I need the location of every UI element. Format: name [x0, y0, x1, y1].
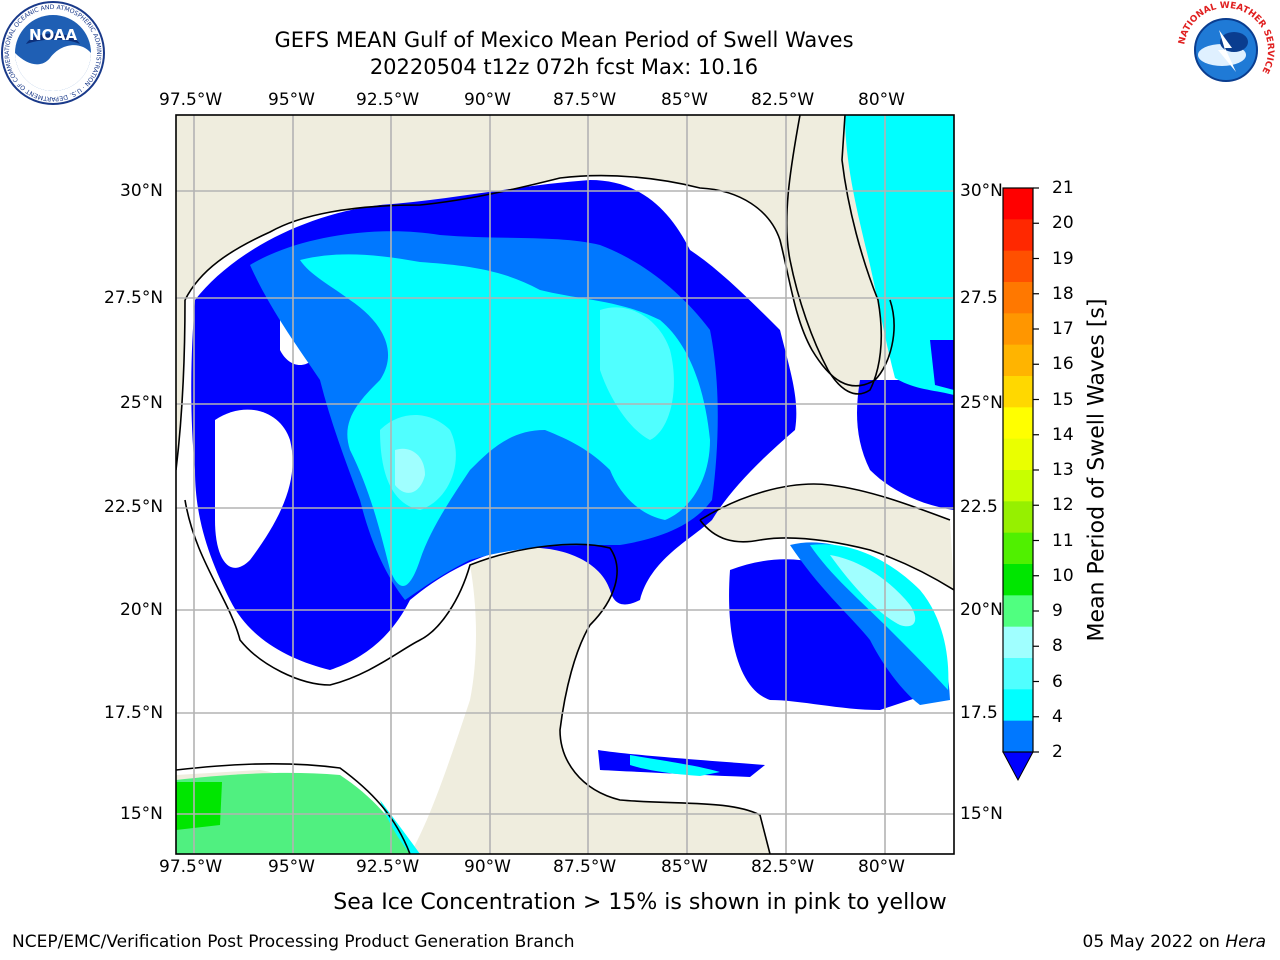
lon-label-bottom: 95°W	[268, 857, 315, 877]
lon-label-top: 80°W	[858, 90, 905, 110]
gridlines	[176, 115, 954, 854]
coastlines	[176, 115, 954, 854]
lon-label-bottom: 90°W	[464, 857, 511, 877]
florida-land	[786, 115, 882, 394]
lat-label-right: 25°N	[960, 393, 1003, 413]
lat-label-right: 15°N	[960, 804, 1003, 824]
sea-ice-caption: Sea Ice Concentration > 15% is shown in …	[333, 890, 947, 915]
colorbar-tick-label: 13	[1052, 460, 1074, 480]
colorbar	[1002, 187, 1039, 782]
colorbar-band	[1003, 282, 1033, 314]
nws-logo: NATIONAL WEATHER SERVICE	[1177, 1, 1275, 98]
colorbar-band	[1003, 344, 1033, 377]
colorbar-tick-label: 11	[1052, 530, 1074, 551]
cuba-land	[700, 484, 954, 590]
colorbar-tick-label: 21	[1052, 178, 1074, 198]
colorbar-band	[1003, 250, 1033, 283]
colorbar-tick-label: 19	[1052, 248, 1074, 269]
colorbar-tick-label: 9	[1052, 601, 1063, 621]
colorbar-band	[1003, 188, 1033, 220]
lon-label-top: 90°W	[464, 90, 511, 110]
footer-host: Hera	[1225, 932, 1266, 952]
lon-label-bottom: 92.5°W	[356, 857, 420, 877]
lon-label-top: 92.5°W	[356, 90, 420, 110]
footer-date-text: 05 May 2022 on	[1082, 932, 1226, 952]
noaa-logo: NOAA NATIONAL OCEANIC AND ATMOSPHERIC AD…	[0, 0, 105, 105]
colorbar-tick-label: 8	[1052, 636, 1063, 657]
lat-label-left: 22.5°N	[104, 497, 164, 517]
colorbar-band	[1003, 313, 1033, 346]
colorbar-tick-label: 12	[1052, 495, 1074, 516]
colorbar-tick-label: 2	[1052, 742, 1063, 762]
colorbar-band	[1003, 658, 1033, 690]
lon-label-bottom: 97.5°W	[159, 857, 223, 877]
colorbar-band	[1003, 376, 1033, 408]
lat-label-left: 20°N	[120, 600, 163, 620]
footer-date: 05 May 2022 on Hera	[1083, 932, 1267, 952]
lon-label-top: 82.5°W	[751, 90, 815, 110]
colorbar-tick-label: 4	[1052, 706, 1063, 727]
colorbar-bands	[1003, 188, 1033, 753]
map-title: GEFS MEAN Gulf of Mexico Mean Period of …	[274, 28, 854, 52]
lon-label-bottom: 82.5°W	[751, 857, 815, 877]
lon-label-bottom: 87.5°W	[553, 857, 617, 877]
lat-label-right: 30°N	[960, 181, 1003, 201]
lon-label-top: 85°W	[661, 90, 708, 110]
lat-label-left: 30°N	[120, 181, 163, 201]
lat-label-right: 27.5	[960, 288, 998, 308]
colorbar-band	[1003, 438, 1033, 471]
colorbar-band	[1003, 595, 1033, 628]
lon-label-bottom: 85°W	[661, 857, 708, 877]
colorbar-band	[1003, 219, 1033, 252]
lat-label-right: 22.5	[960, 497, 998, 517]
colorbar-ticks	[1033, 187, 1039, 753]
colorbar-tick-label: 18	[1052, 283, 1074, 304]
colorbar-tick-label: 15	[1052, 389, 1074, 410]
colorbar-tick-label: 6	[1052, 671, 1063, 692]
colorbar-tick-label: 10	[1052, 565, 1074, 586]
lat-label-left: 17.5°N	[104, 703, 164, 723]
lat-label-right: 20°N	[960, 600, 1003, 620]
colorbar-tick-label: 14	[1052, 424, 1074, 445]
lon-label-top: 87.5°W	[553, 90, 617, 110]
map-frame	[175, 114, 955, 855]
colorbar-band	[1003, 407, 1033, 440]
colorbar-band	[1003, 626, 1033, 659]
lat-label-left: 27.5°N	[104, 288, 164, 308]
colorbar-tick-label: 16	[1052, 354, 1074, 375]
lon-label-bottom: 80°W	[858, 857, 905, 877]
lon-label-top: 95°W	[268, 90, 315, 110]
colorbar-under-triangle	[1002, 751, 1034, 782]
colorbar-label: Mean Period of Swell Waves [s]	[1084, 298, 1110, 642]
colorbar-band	[1003, 532, 1033, 565]
colorbar-band	[1003, 470, 1033, 502]
colorbar-tick-label: 20	[1052, 213, 1074, 234]
noaa-logo-text: NOAA	[29, 26, 78, 44]
lat-label-right: 17.5	[960, 703, 998, 723]
footer-producer: NCEP/EMC/Verification Post Processing Pr…	[12, 932, 575, 952]
colorbar-band	[1003, 689, 1033, 722]
colorbar-band	[1003, 720, 1033, 753]
map-subtitle: 20220504 t12z 072h fcst Max: 10.16	[369, 55, 759, 79]
yucatan-land	[410, 544, 770, 854]
lon-label-top: 97.5°W	[159, 90, 223, 110]
colorbar-tick-label: 17	[1052, 319, 1074, 339]
lat-label-left: 15°N	[120, 804, 163, 824]
colorbar-band	[1003, 564, 1033, 596]
colorbar-band	[1003, 501, 1033, 534]
lat-label-left: 25°N	[120, 393, 163, 413]
